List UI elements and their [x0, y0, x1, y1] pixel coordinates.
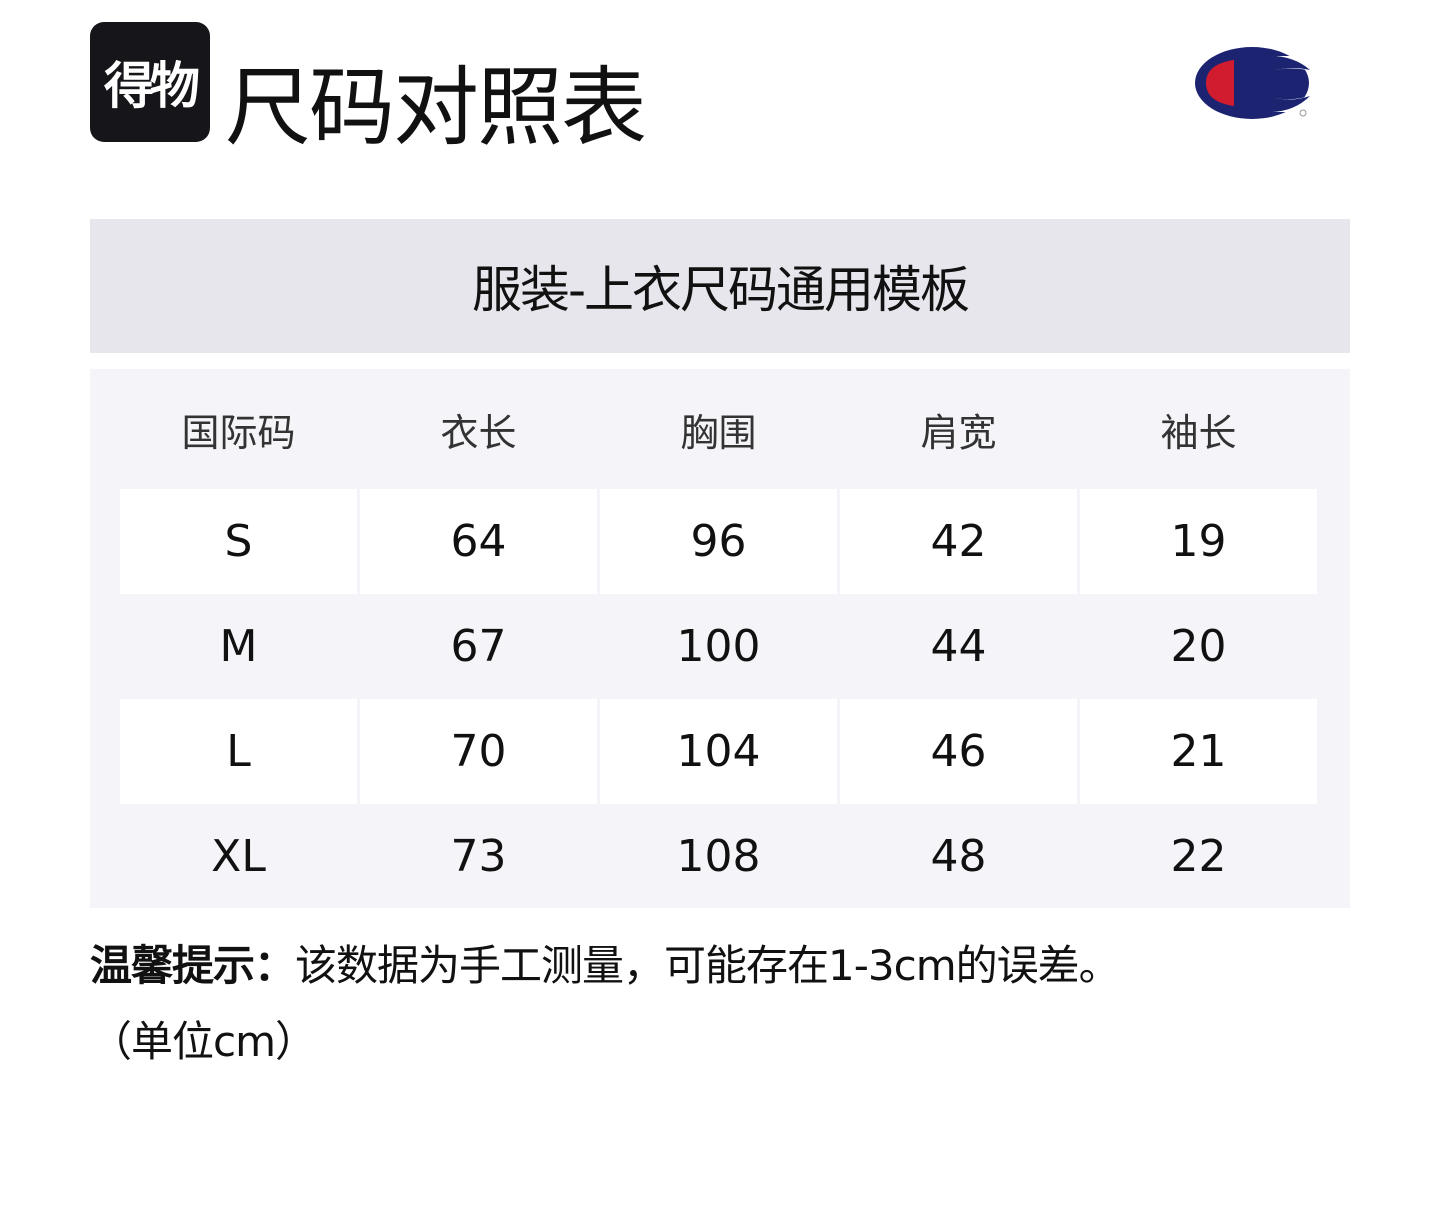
table-cell: M — [219, 621, 258, 672]
table-cell: 22 — [1170, 831, 1227, 882]
page-title: 尺码对照表 — [225, 58, 647, 158]
column-header: 胸围 — [680, 410, 757, 455]
table-cell: 64 — [360, 489, 597, 594]
table-cell: 48 — [930, 831, 987, 882]
table-cell: 67 — [450, 621, 507, 672]
table-cell: L — [120, 699, 357, 804]
column-header: 袖长 — [1160, 410, 1237, 455]
size-table: 国际码 衣长 胸围 肩宽 袖长 S 64 96 42 19 M 67 100 44 20 L 70 104 46 21… — [90, 369, 1350, 908]
note-text: 该数据为手工测量，可能存在1-3cm的误差。 — [295, 941, 1121, 990]
note: 温馨提示：该数据为手工测量，可能存在1-3cm的误差。 （单位cm） — [90, 928, 1350, 1080]
table-cell: 19 — [1080, 489, 1317, 594]
unit-note: （单位cm） — [90, 1017, 317, 1066]
column-header: 肩宽 — [920, 410, 997, 455]
table-cell: 21 — [1080, 699, 1317, 804]
table-cell: 73 — [450, 831, 507, 882]
table-cell: S — [120, 489, 357, 594]
champion-logo — [1195, 47, 1317, 119]
table-cell: 108 — [676, 831, 761, 882]
table-cell: 20 — [1170, 621, 1227, 672]
table-cell: 44 — [930, 621, 987, 672]
table-cell: 46 — [840, 699, 1077, 804]
table-cell: XL — [211, 831, 266, 882]
table-cell: 42 — [840, 489, 1077, 594]
app-logo: 得物 — [90, 22, 210, 142]
table-cell: 70 — [360, 699, 597, 804]
table-cell: 100 — [676, 621, 761, 672]
column-header: 国际码 — [181, 410, 296, 455]
note-label: 温馨提示： — [90, 941, 296, 990]
table-cell: 96 — [600, 489, 837, 594]
template-title: 服装-上衣尺码通用模板 — [90, 219, 1350, 353]
table-cell: 104 — [600, 699, 837, 804]
column-header: 衣长 — [440, 410, 517, 455]
